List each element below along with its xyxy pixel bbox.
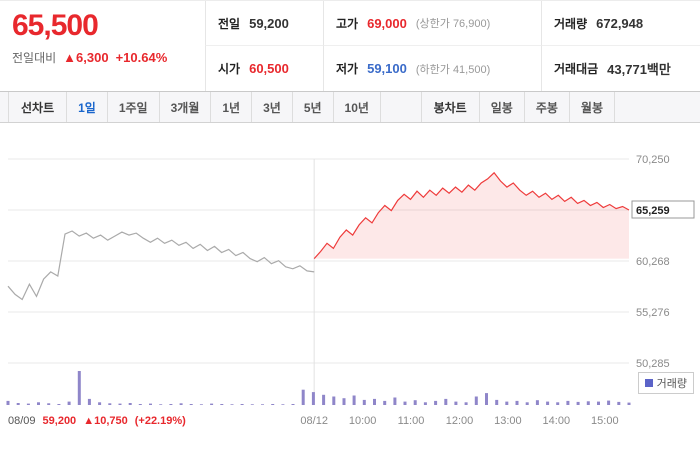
prev-day-change: ▲10,750 — [83, 415, 128, 427]
tab-1year[interactable]: 1년 — [211, 92, 253, 122]
current-price: 65,500 — [12, 9, 99, 42]
stat-volume: 거래량 672,948 — [541, 1, 700, 46]
svg-text:13:00: 13:00 — [494, 415, 522, 427]
svg-text:55,276: 55,276 — [636, 307, 670, 319]
prev-day-price: 59,200 — [42, 415, 77, 427]
svg-text:50,285: 50,285 — [636, 358, 670, 370]
change-value: ▲6,300 — [63, 49, 109, 65]
volume-legend-label: 거래량 — [656, 378, 687, 390]
tab-1day[interactable]: 1일 — [67, 92, 108, 122]
svg-text:65,259: 65,259 — [636, 205, 670, 217]
stat-prev-close: 전일 59,200 — [205, 1, 323, 46]
change-percent: +10.64% — [115, 49, 168, 65]
prev-day-date: 08/09 — [8, 415, 36, 427]
line-chart-label: 선차트 — [9, 92, 68, 122]
stats-table: 전일 59,200 고가 69,000 (상한가 76,900) 거래량 672… — [205, 1, 700, 91]
change-row: 전일대비 ▲6,300 +10.64% — [12, 49, 205, 66]
svg-text:12:00: 12:00 — [446, 415, 474, 427]
tab-weekly-candle[interactable]: 주봉 — [525, 92, 570, 122]
up-arrow-icon: ▲ — [63, 49, 77, 65]
svg-text:08/12: 08/12 — [300, 415, 328, 427]
tab-5year[interactable]: 5년 — [293, 92, 334, 122]
tab-1week[interactable]: 1주일 — [108, 92, 160, 122]
stat-low: 저가 59,100 (하한가 41,500) — [323, 46, 541, 91]
svg-text:11:00: 11:00 — [398, 415, 425, 427]
chart-area: 70,250 65,259 60,268 55,276 50,285 08/12 10:00… — [0, 123, 700, 450]
svg-text:15:00: 15:00 — [591, 415, 619, 427]
svg-text:70,250: 70,250 — [636, 154, 670, 166]
prev-day-percent: (+22.19%) — [134, 415, 186, 427]
change-label: 전일대비 — [12, 50, 57, 65]
up-arrow-icon: ▲ — [83, 415, 95, 427]
intraday-price-chart[interactable]: 70,250 65,259 60,268 55,276 50,285 08/12 10:00… — [0, 123, 700, 431]
tab-monthly-candle[interactable]: 월봉 — [570, 92, 615, 122]
candle-chart-tab-group: 봉차트 일봉 주봉 월봉 — [420, 92, 615, 122]
svg-text:14:00: 14:00 — [543, 415, 571, 427]
price-block: 65,500 전일대비 ▲6,300 +10.64% — [0, 1, 205, 91]
prev-day-summary: 08/09 59,200 ▲10,750 (+22.19%) — [8, 415, 186, 427]
volume-swatch-icon — [644, 379, 653, 387]
stat-high: 고가 69,000 (상한가 76,900) — [323, 1, 541, 46]
stat-trade-value: 거래대금 43,771백만 — [541, 46, 700, 91]
tab-10year[interactable]: 10년 — [334, 92, 381, 122]
line-chart-tab-group: 선차트 1일 1주일 3개월 1년 3년 5년 10년 — [8, 92, 381, 122]
candle-chart-label: 봉차트 — [422, 92, 480, 122]
svg-text:10:00: 10:00 — [349, 415, 377, 427]
tab-3month[interactable]: 3개월 — [160, 92, 212, 122]
tab-daily-candle[interactable]: 일봉 — [480, 92, 525, 122]
tab-3year[interactable]: 3년 — [252, 92, 293, 122]
price-summary-header: 65,500 전일대비 ▲6,300 +10.64% 전일 59,200 고가 … — [0, 1, 700, 92]
chart-toolbar: 선차트 1일 1주일 3개월 1년 3년 5년 10년 봉차트 일봉 주봉 월봉 — [0, 92, 700, 123]
svg-text:60,268: 60,268 — [636, 256, 670, 268]
stat-open: 시가 60,500 — [205, 46, 323, 91]
volume-legend[interactable]: 거래량 — [637, 372, 694, 394]
